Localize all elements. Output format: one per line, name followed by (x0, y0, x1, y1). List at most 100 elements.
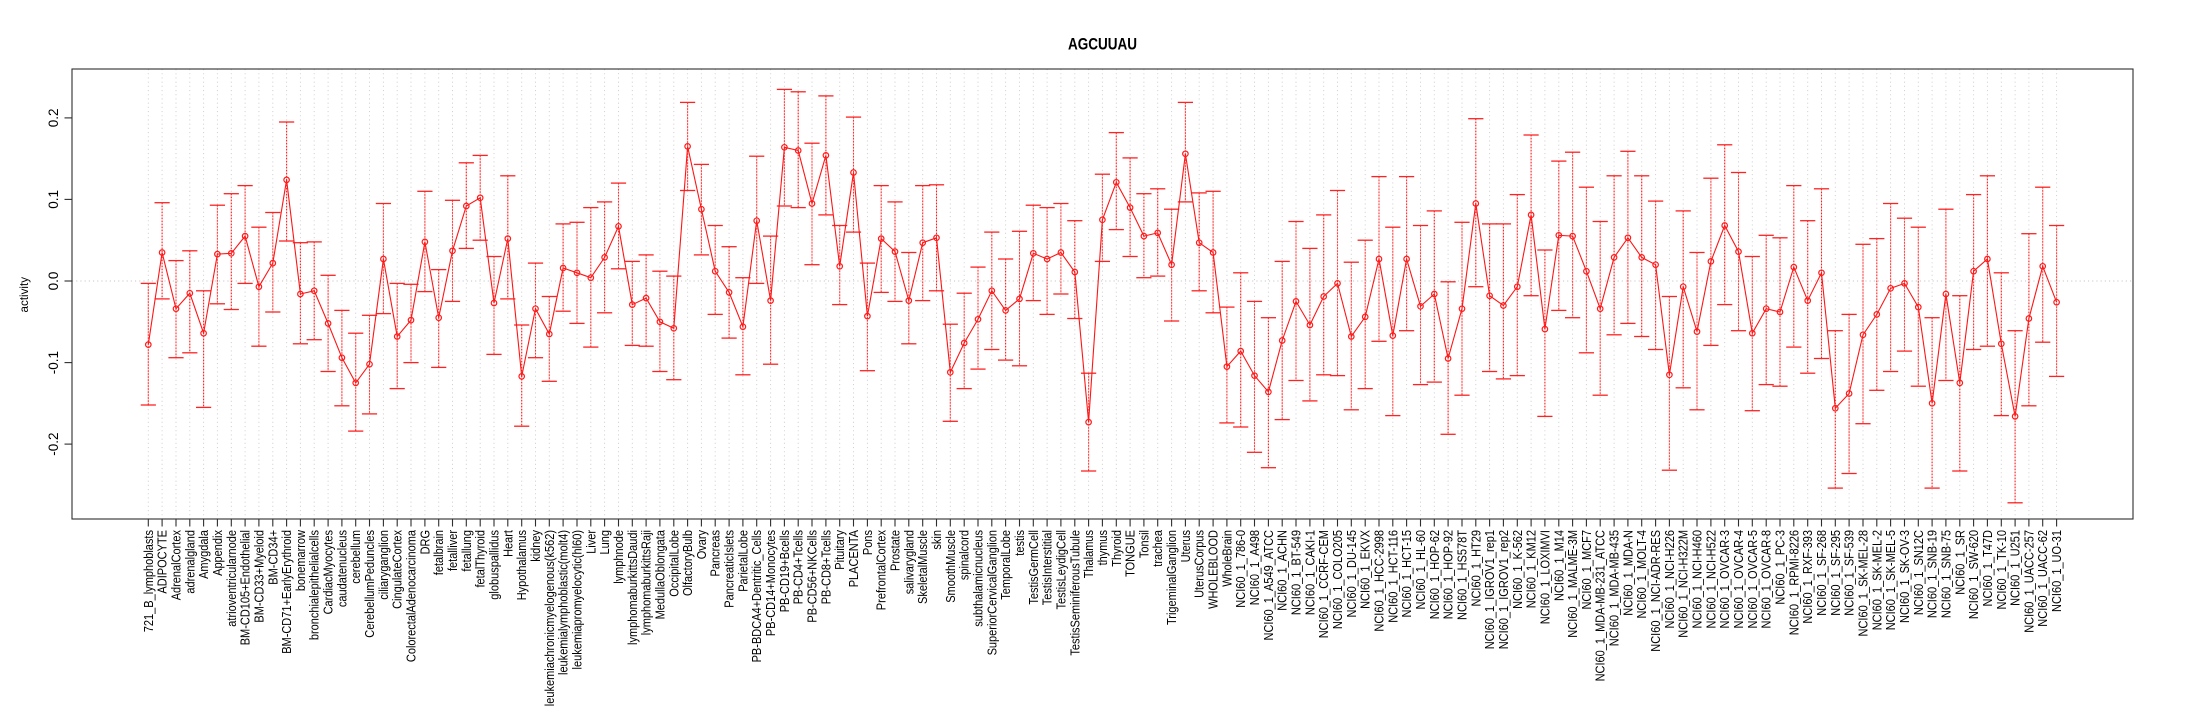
svg-text:NCI60_1_MDA-MB-231_ATCC: NCI60_1_MDA-MB-231_ATCC (1593, 530, 1608, 681)
svg-text:caudatenucleus: caudatenucleus (334, 530, 349, 607)
svg-text:NCI60_1_UO-31: NCI60_1_UO-31 (2049, 530, 2064, 612)
svg-text:OccipitalLobe: OccipitalLobe (666, 530, 681, 597)
svg-text:NCI60_1_HCC-2998: NCI60_1_HCC-2998 (1372, 530, 1387, 632)
svg-text:TestisLeydigCell: TestisLeydigCell (1053, 530, 1068, 610)
svg-text:AGCUUAU: AGCUUAU (1068, 36, 1137, 54)
svg-text:PLACENTA: PLACENTA (846, 530, 861, 588)
svg-text:NCI60_1_HOP-92: NCI60_1_HOP-92 (1441, 530, 1456, 619)
svg-text:-0.1: -0.1 (46, 351, 61, 374)
svg-text:NCI60_1_SK-MEL-5: NCI60_1_SK-MEL-5 (1883, 530, 1898, 630)
svg-text:NCI60_1_CAKI-1: NCI60_1_CAKI-1 (1302, 530, 1317, 615)
svg-text:Pancreas: Pancreas (708, 530, 723, 577)
svg-text:NCI60_1_NCI-H226: NCI60_1_NCI-H226 (1662, 530, 1677, 629)
svg-text:NCI60_1_LOXIMVI: NCI60_1_LOXIMVI (1537, 530, 1552, 624)
svg-text:SmoothMuscle: SmoothMuscle (943, 530, 958, 603)
svg-text:NCI60_1_UACC-62: NCI60_1_UACC-62 (2035, 530, 2050, 627)
svg-text:WholeBrain: WholeBrain (1219, 530, 1234, 587)
svg-text:kidney: kidney (528, 529, 543, 561)
svg-text:TemporalLobe: TemporalLobe (998, 530, 1013, 600)
svg-text:ParietalLobe: ParietalLobe (735, 530, 750, 592)
svg-text:Thalamus: Thalamus (1081, 530, 1096, 578)
svg-text:Pituitary: Pituitary (832, 529, 847, 569)
svg-text:atrioventricularnode: atrioventricularnode (224, 530, 239, 627)
svg-text:CingulateCortex: CingulateCortex (390, 529, 405, 608)
svg-text:NCI60_1_NCI-ADR-RES: NCI60_1_NCI-ADR-RES (1648, 530, 1663, 652)
svg-text:NCI60_1_CCRF-CEM: NCI60_1_CCRF-CEM (1316, 530, 1331, 638)
svg-text:NCI60_1_HCT-116: NCI60_1_HCT-116 (1385, 530, 1400, 623)
svg-text:PrefrontalCortex: PrefrontalCortex (874, 529, 889, 610)
svg-text:leukemiapromyelocytic(hl60): leukemiapromyelocytic(hl60) (570, 530, 585, 670)
svg-text:NCI60_1_OVCAR-8: NCI60_1_OVCAR-8 (1759, 530, 1774, 629)
svg-text:NCI60_1_SK-MEL-28: NCI60_1_SK-MEL-28 (1856, 530, 1871, 637)
svg-text:NCI60_1_A498: NCI60_1_A498 (1247, 530, 1262, 605)
svg-text:SuperiorCervicalGanglion: SuperiorCervicalGanglion (984, 530, 999, 655)
svg-text:NCI60_1_HT29: NCI60_1_HT29 (1468, 530, 1483, 607)
svg-text:spinalcord: spinalcord (957, 530, 972, 580)
svg-text:PB-CD8+Tcells: PB-CD8+Tcells (818, 530, 833, 604)
svg-text:PancreaticIslets: PancreaticIslets (722, 530, 737, 608)
svg-text:NCI60_1_BT-549: NCI60_1_BT-549 (1289, 530, 1304, 615)
svg-text:Amygdala: Amygdala (196, 529, 211, 579)
svg-text:NCI60_1_DU-145: NCI60_1_DU-145 (1344, 530, 1359, 618)
svg-text:Tonsil: Tonsil (1136, 530, 1151, 558)
svg-text:lymphomaburkittsRaji: lymphomaburkittsRaji (639, 530, 654, 635)
svg-text:MedullaOblongata: MedullaOblongata (652, 529, 667, 619)
svg-text:NCI60_1_HCT-15: NCI60_1_HCT-15 (1399, 530, 1414, 618)
svg-text:NCI60_1_SW-620: NCI60_1_SW-620 (1966, 530, 1981, 619)
svg-text:NCI60_1_A549_ATCC: NCI60_1_A549_ATCC (1261, 530, 1276, 641)
svg-text:NCI60_1_OVCAR-4: NCI60_1_OVCAR-4 (1731, 530, 1746, 629)
svg-text:ColorectalAdenocarcinoma: ColorectalAdenocarcinoma (404, 529, 419, 662)
svg-text:fetalliver: fetalliver (445, 529, 460, 571)
svg-text:NCI60_1_MDA-MB-435: NCI60_1_MDA-MB-435 (1607, 530, 1622, 646)
svg-text:BM-CD33+Myeloid: BM-CD33+Myeloid (251, 530, 266, 623)
svg-text:-0.2: -0.2 (46, 432, 61, 455)
svg-text:CardiacMyocytes: CardiacMyocytes (321, 530, 336, 614)
svg-text:TrigeminalGanglion: TrigeminalGanglion (1164, 530, 1179, 625)
svg-text:NCI60_1_IGROV1_rep2: NCI60_1_IGROV1_rep2 (1496, 530, 1511, 649)
svg-text:NCI60_1_U251: NCI60_1_U251 (2008, 530, 2023, 606)
svg-text:WHOLEBLOOD: WHOLEBLOOD (1206, 530, 1221, 609)
svg-text:NCI60_1_SN12C: NCI60_1_SN12C (1911, 530, 1926, 615)
svg-text:NCI60_1_MALME-3M: NCI60_1_MALME-3M (1565, 530, 1580, 638)
svg-text:thymus: thymus (1095, 530, 1110, 565)
svg-text:globuspallidus: globuspallidus (487, 530, 502, 600)
svg-text:Ovary: Ovary (694, 529, 709, 559)
svg-text:PB-CD14+Monocytes: PB-CD14+Monocytes (763, 530, 778, 636)
svg-text:OlfactoryBulb: OlfactoryBulb (680, 530, 695, 596)
svg-text:activity: activity (17, 277, 31, 313)
svg-text:PB-CD4+Tcells: PB-CD4+Tcells (791, 530, 806, 604)
svg-text:Thyroid: Thyroid (1109, 530, 1124, 567)
svg-text:NCI60_1_IGROV1_rep1: NCI60_1_IGROV1_rep1 (1482, 530, 1497, 649)
svg-text:BM-CD34+: BM-CD34+ (265, 530, 280, 585)
svg-text:NCI60_1_SF-268: NCI60_1_SF-268 (1814, 530, 1829, 616)
svg-text:ADIPOCYTE: ADIPOCYTE (155, 530, 170, 594)
svg-text:bronchialepithelialcells: bronchialepithelialcells (307, 530, 322, 640)
svg-text:NCI60_1_T47D: NCI60_1_T47D (1980, 530, 1995, 607)
svg-text:BM-CD105+Endothelial: BM-CD105+Endothelial (238, 530, 253, 645)
svg-text:NCI60_1_RPMI-8226: NCI60_1_RPMI-8226 (1786, 530, 1801, 635)
svg-text:DRG: DRG (417, 530, 432, 554)
svg-text:Appendix: Appendix (210, 529, 225, 575)
svg-text:NCI60_1_SR: NCI60_1_SR (1952, 530, 1967, 595)
svg-text:NCI60_1_NCI-H322M: NCI60_1_NCI-H322M (1676, 530, 1691, 638)
svg-text:lymphnode: lymphnode (611, 530, 626, 584)
svg-text:0.2: 0.2 (46, 109, 61, 128)
svg-text:Liver: Liver (583, 529, 598, 553)
svg-text:NCI60_1_M14: NCI60_1_M14 (1551, 530, 1566, 601)
svg-text:NCI60_1_NCI-H460: NCI60_1_NCI-H460 (1690, 530, 1705, 629)
svg-text:NCI60_1_COLO205: NCI60_1_COLO205 (1330, 530, 1345, 629)
svg-text:bonemarrow: bonemarrow (293, 529, 308, 591)
svg-text:NCI60_1_HOP-62: NCI60_1_HOP-62 (1427, 530, 1442, 619)
svg-text:TestisGermCell: TestisGermCell (1026, 530, 1041, 605)
svg-text:trachea: trachea (1150, 529, 1165, 566)
svg-text:NCI60_1_HL-60: NCI60_1_HL-60 (1413, 530, 1428, 610)
svg-text:NCI60_1_KM12: NCI60_1_KM12 (1524, 530, 1539, 608)
svg-text:cerebellum: cerebellum (348, 530, 363, 584)
svg-text:UterusCorpus: UterusCorpus (1192, 530, 1207, 598)
svg-text:PB-CD19+Bcells: PB-CD19+Bcells (777, 530, 792, 612)
svg-text:NCI60_1_786-0: NCI60_1_786-0 (1233, 530, 1248, 608)
svg-text:NCI60_1_SF-295: NCI60_1_SF-295 (1828, 530, 1843, 616)
svg-text:fetalThyroid: fetalThyroid (473, 530, 488, 588)
svg-text:NCI60_1_PC-3: NCI60_1_PC-3 (1773, 530, 1788, 605)
svg-text:0.1: 0.1 (46, 190, 61, 209)
